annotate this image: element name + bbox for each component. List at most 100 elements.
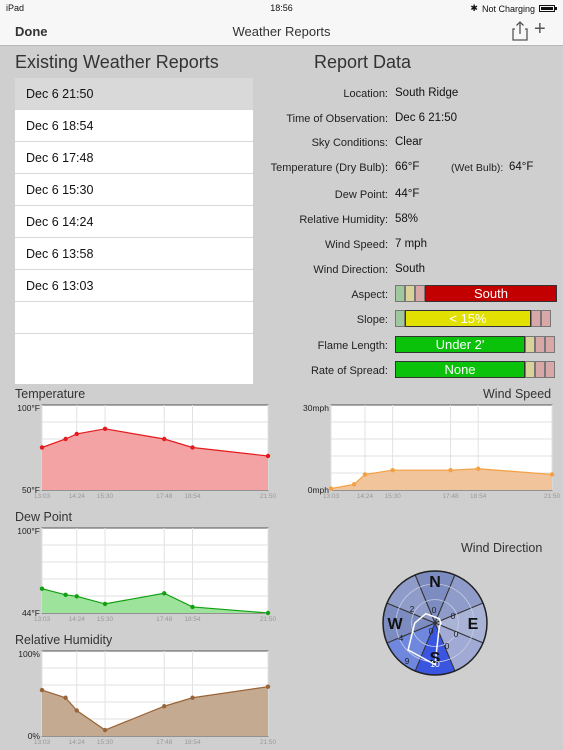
report-row[interactable]: Dec 6 15:30: [15, 174, 253, 206]
dew-point-value: 44°F: [395, 188, 420, 200]
data-point: [63, 436, 68, 442]
data-point: [351, 482, 357, 487]
ring-value-label: 0: [429, 626, 434, 636]
location-row: Location: South Ridge: [266, 84, 556, 104]
x-tick-label: 18:54: [184, 739, 201, 746]
data-point: [102, 727, 108, 733]
data-point: [549, 472, 555, 477]
data-point: [475, 466, 481, 471]
spread-rate-label: Rate of Spread:: [310, 365, 388, 377]
report-data-title: Report Data: [314, 52, 412, 72]
x-tick-label: 14:24: [69, 616, 86, 623]
add-report-icon[interactable]: +: [534, 18, 546, 40]
data-point: [190, 604, 195, 610]
x-tick-label: 21:50: [544, 493, 560, 500]
spread-rate-row: Rate of Spread:: [266, 361, 556, 381]
wind-speed-value: 7 mph: [395, 238, 427, 250]
wind-speed-chart: 13:03 14:24 15:30 17:48 18:54 21:50 30mph 0mph: [303, 403, 560, 500]
y-min-label: 44°F: [22, 608, 40, 618]
data-point: [190, 695, 195, 700]
data-point: [39, 586, 45, 591]
humidity-chart: 13:03 14:24 15:30 17:48 18:54 21:50 100% 0%: [18, 649, 277, 746]
x-tick-label: 18:54: [470, 493, 487, 500]
slope-label: Slope:: [356, 314, 388, 326]
y-min-label: 50°F: [22, 485, 40, 495]
dew-point-chart-title: Dew Point: [15, 510, 72, 524]
y-min-label: 0mph: [308, 485, 330, 495]
series-area: [42, 686, 268, 736]
series-area: [331, 468, 552, 490]
x-tick-label: 17:48: [156, 616, 173, 623]
data-point: [74, 708, 79, 713]
x-tick-label: 13:03: [34, 739, 51, 746]
x-tick-label: 21:50: [260, 739, 277, 746]
aspect-label: Aspect:: [351, 289, 388, 301]
time-row: Time of Observation: Dec 6 21:50: [266, 109, 556, 129]
humidity-label: Relative Humidity:: [299, 214, 388, 226]
temperature-label: Temperature (Dry Bulb):: [270, 162, 388, 174]
report-list: Dec 6 21:50 Dec 6 18:54 Dec 6 17:48 Dec …: [15, 78, 253, 384]
flame-length-gauge: Under 2': [395, 336, 557, 353]
report-row[interactable]: Dec 6 18:54: [15, 110, 253, 142]
report-row-empty[interactable]: [15, 302, 253, 334]
wind-polygon: [407, 612, 442, 666]
report-row[interactable]: Dec 6 17:48: [15, 142, 253, 174]
ring-value-label: 4: [399, 633, 404, 643]
flame-length-label: Flame Length:: [317, 340, 388, 352]
x-tick-label: 15:30: [97, 739, 114, 746]
x-tick-label: 13:03: [323, 493, 340, 500]
report-row[interactable]: Dec 6 14:24: [15, 206, 253, 238]
ring-value-label: 0: [451, 611, 456, 621]
report-row[interactable]: Dec 6 13:58: [15, 238, 253, 270]
data-point: [39, 445, 45, 450]
x-tick-label: 18:54: [184, 616, 201, 623]
time-value: Dec 6 21:50: [395, 112, 458, 124]
x-tick-label: 18:54: [184, 493, 201, 500]
aspect-gauge: South: [395, 285, 557, 302]
humidity-value: 58%: [395, 213, 419, 225]
report-row[interactable]: Dec 6 13:03: [15, 270, 253, 302]
report-row[interactable]: Dec 6 21:50: [15, 78, 253, 110]
humidity-chart-title: Relative Humidity: [15, 633, 113, 647]
report-row-empty[interactable]: [15, 334, 253, 366]
data-point: [265, 610, 271, 616]
aspect-value: South: [425, 285, 557, 302]
y-min-label: 0%: [28, 731, 41, 741]
y-max-label: 100°F: [17, 403, 40, 413]
direction-n: N: [429, 574, 441, 591]
flame-length-value: Under 2': [395, 336, 525, 353]
temperature-value: 66°F: [395, 161, 420, 173]
x-tick-label: 17:48: [442, 493, 459, 500]
done-button[interactable]: Done: [15, 24, 48, 39]
x-tick-label: 14:24: [69, 739, 86, 746]
x-tick-label: 14:24: [357, 493, 374, 500]
charging-status: Not Charging: [481, 3, 535, 14]
dew-point-label: Dew Point:: [334, 189, 388, 201]
x-tick-label: 15:30: [97, 493, 114, 500]
data-point: [190, 445, 195, 450]
data-point: [102, 426, 108, 431]
data-point: [74, 431, 79, 437]
data-point: [102, 601, 108, 607]
ring-value-label: 0: [454, 629, 459, 639]
spread-rate-gauge: None: [395, 361, 557, 378]
data-point: [328, 486, 334, 491]
direction-w: W: [387, 616, 403, 633]
x-tick-label: 21:50: [260, 493, 277, 500]
y-max-label: 100°F: [17, 526, 40, 536]
ring-value-label: 0: [445, 641, 450, 651]
slope-value: < 15%: [405, 310, 531, 327]
ring: [411, 599, 459, 647]
ring-value-label: 2: [410, 604, 415, 614]
humidity-row: Relative Humidity: 58%: [266, 210, 556, 230]
share-icon[interactable]: [512, 21, 528, 41]
device-name: iPad: [6, 3, 25, 13]
data-point: [390, 467, 395, 473]
series-area: [42, 588, 268, 613]
bluetooth-icon: ✱: [470, 3, 478, 13]
x-tick-label: 15:30: [97, 616, 114, 623]
data-point: [265, 684, 271, 689]
time-label: Time of Observation:: [286, 113, 388, 125]
slope-row: Slope:: [266, 310, 556, 330]
